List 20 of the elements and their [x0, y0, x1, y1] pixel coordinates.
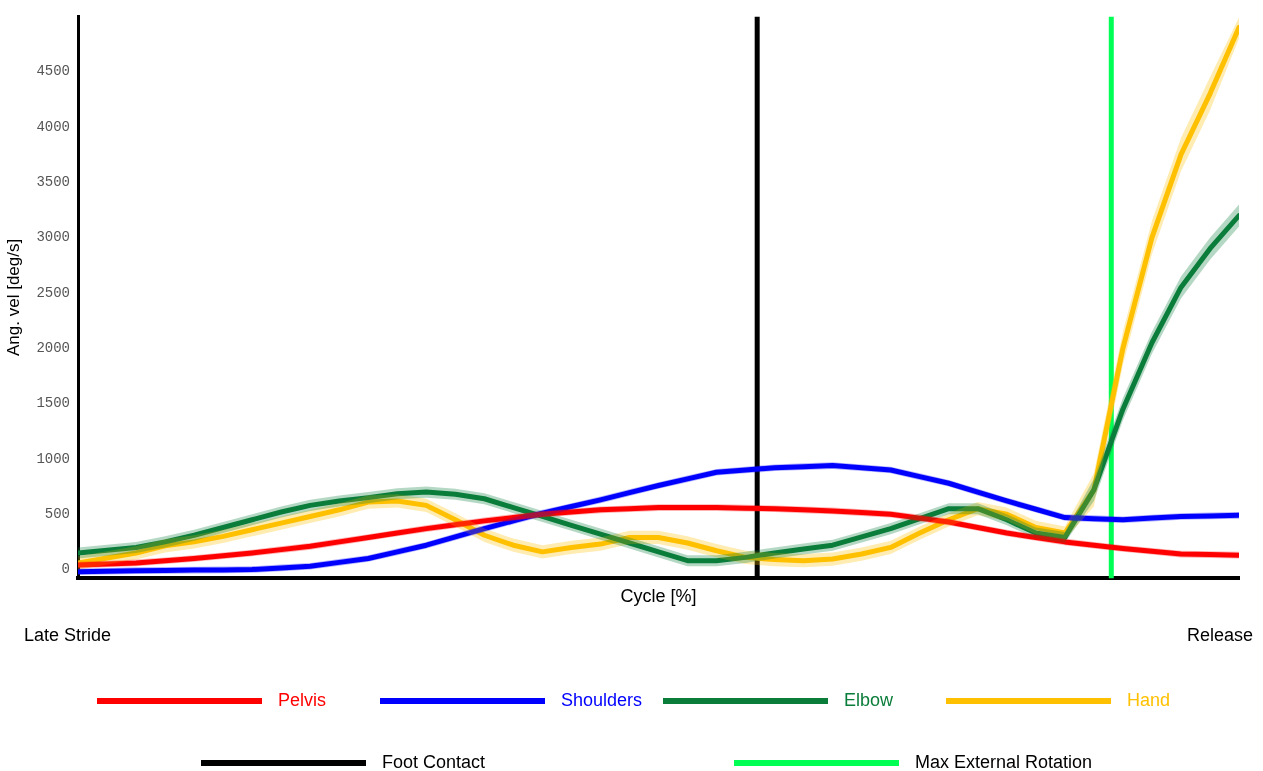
y-tick-label: 4500: [36, 63, 71, 80]
y-tick-label: 500: [44, 505, 71, 522]
y-axis-title: Ang. vel [deg/s]: [3, 238, 23, 356]
text: Shoulders: [561, 690, 643, 711]
y-tick-label: 4000: [36, 118, 71, 135]
text: Foot Contact: [382, 752, 486, 771]
y-tick-label: 2000: [36, 339, 71, 356]
text: Release: [1186, 624, 1253, 645]
y-tick-label: 1500: [36, 395, 71, 412]
y-tick-label: 1000: [36, 450, 71, 467]
text: Pelvis: [278, 690, 327, 711]
x-axis-title: Cycle [%]: [620, 586, 697, 607]
y-tick-label: 3500: [36, 174, 71, 191]
y-tick-label: 2500: [36, 284, 71, 301]
text: Elbow: [844, 690, 894, 711]
text: Max External Rotation: [915, 752, 1093, 771]
y-tick-label: 3000: [36, 229, 71, 246]
text: Late Stride: [24, 624, 112, 645]
text: Hand: [1127, 690, 1171, 711]
y-tick-label: 0: [61, 561, 71, 578]
